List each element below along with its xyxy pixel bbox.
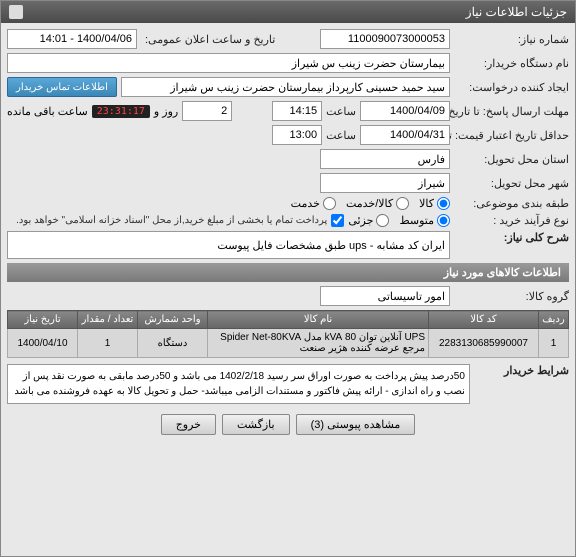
th-date: تاریخ نیاز (8, 311, 78, 329)
titlebar: جزئیات اطلاعات نیاز (1, 1, 575, 23)
time-label-2: ساعت (326, 129, 356, 142)
window-icon (9, 5, 23, 19)
day-and-label: روز و (154, 105, 178, 118)
remaining-label: ساعت باقی مانده (7, 105, 88, 118)
back-button[interactable]: بازگشت (222, 414, 290, 435)
creator-field: سید حمید حسینی کارپرداز بیمارستان حضرت ز… (121, 77, 450, 97)
row-province: استان محل تحویل: فارس (7, 149, 569, 169)
row-desc: شرح کلی نیاز: ایران کد مشابه - ups طبق م… (7, 231, 569, 259)
row-need-number: شماره نیاز: 1100090073000053 تاریخ و ساع… (7, 29, 569, 49)
items-table: ردیف کد کالا نام کالا واحد شمارش تعداد /… (7, 310, 569, 358)
cell-qty: 1 (78, 329, 138, 358)
th-name: نام کالا (208, 311, 429, 329)
main-window: جزئیات اطلاعات نیاز شماره نیاز: 11000900… (0, 0, 576, 557)
need-number-field: 1100090073000053 (320, 29, 450, 49)
creator-label: ایجاد کننده درخواست: (454, 81, 569, 94)
budget-label: طبقه بندی موضوعی: (454, 197, 569, 210)
day-count-field: 2 (182, 101, 232, 121)
province-label: استان محل تحویل: (454, 153, 569, 166)
th-code: کد کالا (429, 311, 539, 329)
conditions-label: شرایط خریدار (474, 364, 569, 377)
group-label: گروه کالا: (454, 290, 569, 303)
radio-service-input[interactable] (323, 197, 336, 210)
city-field: شیراز (320, 173, 450, 193)
radio-goods[interactable]: کالا (419, 197, 450, 210)
radio-medium[interactable]: متوسط (399, 214, 450, 227)
process-radio-group: متوسط جزئی (348, 214, 450, 227)
contact-button[interactable]: اطلاعات تماس خریدار (7, 77, 117, 97)
row-price-validity: حداقل تاریخ اعتبار قیمت: تا تاریخ: 1400/… (7, 125, 569, 145)
deadline-date-field: 1400/04/09 (360, 101, 450, 121)
radio-goods-service-input[interactable] (396, 197, 409, 210)
public-date-field: 1400/04/06 - 14:01 (7, 29, 137, 49)
exit-button[interactable]: خروج (161, 414, 216, 435)
desc-label: شرح کلی نیاز: (454, 231, 569, 244)
buyer-org-field: بیمارستان حضرت زینب س شیراز (7, 53, 450, 73)
radio-small-input[interactable] (376, 214, 389, 227)
buyer-org-label: نام دستگاه خریدار: (454, 57, 569, 70)
radio-service[interactable]: خدمت (291, 197, 336, 210)
price-time-field: 13:00 (272, 125, 322, 145)
budget-radio-group: کالا کالا/خدمت خدمت (291, 197, 450, 210)
price-date-field: 1400/04/31 (360, 125, 450, 145)
row-city: شهر محل تحویل: شیراز (7, 173, 569, 193)
cell-name: UPS آنلاین توان 80 kVA مدل Spider Net-80… (208, 329, 429, 358)
row-creator: ایجاد کننده درخواست: سید حمید حسینی کارپ… (7, 77, 569, 97)
content-area: شماره نیاز: 1100090073000053 تاریخ و ساع… (1, 23, 575, 447)
need-number-label: شماره نیاز: (454, 33, 569, 46)
cell-date: 1400/04/10 (8, 329, 78, 358)
cell-row: 1 (539, 329, 569, 358)
cell-code: 2283130685990007 (429, 329, 539, 358)
window-title: جزئیات اطلاعات نیاز (466, 5, 567, 19)
conditions-text: 50درصد پیش پرداخت به صورت اوراق سر رسید … (7, 364, 470, 404)
row-buyer-org: نام دستگاه خریدار: بیمارستان حضرت زینب س… (7, 53, 569, 73)
radio-medium-input[interactable] (437, 214, 450, 227)
attachments-button[interactable]: مشاهده پیوستی (3) (296, 414, 416, 435)
payment-note: پرداخت تمام یا بخشی از مبلغ خرید,از محل … (7, 215, 327, 226)
th-row: ردیف (539, 311, 569, 329)
city-label: شهر محل تحویل: (454, 177, 569, 190)
th-unit: واحد شمارش (138, 311, 208, 329)
deadline-time-field: 14:15 (272, 101, 322, 121)
price-validity-label: حداقل تاریخ اعتبار قیمت: تا تاریخ: (454, 129, 569, 142)
table-row[interactable]: 1 2283130685990007 UPS آنلاین توان 80 kV… (8, 329, 569, 358)
cell-unit: دستگاه (138, 329, 208, 358)
row-process: نوع فرآیند خرید : متوسط جزئی پرداخت تمام… (7, 214, 569, 227)
deadline-label: مهلت ارسال پاسخ: تا تاریخ: (454, 105, 569, 118)
button-row: مشاهده پیوستی (3) بازگشت خروج (7, 408, 569, 441)
countdown-timer: 23:31:17 (92, 105, 150, 118)
radio-small[interactable]: جزئی (348, 214, 389, 227)
payment-checkbox[interactable] (331, 214, 344, 227)
row-group: گروه کالا: امور تاسیساتی (7, 286, 569, 306)
group-field: امور تاسیساتی (320, 286, 450, 306)
table-header-row: ردیف کد کالا نام کالا واحد شمارش تعداد /… (8, 311, 569, 329)
row-deadline: مهلت ارسال پاسخ: تا تاریخ: 1400/04/09 سا… (7, 101, 569, 121)
items-header: اطلاعات کالاهای مورد نیاز (7, 263, 569, 282)
payment-check[interactable] (331, 214, 344, 227)
radio-goods-service[interactable]: کالا/خدمت (346, 197, 409, 210)
process-label: نوع فرآیند خرید : (454, 214, 569, 227)
time-label-1: ساعت (326, 105, 356, 118)
th-qty: تعداد / مقدار (78, 311, 138, 329)
row-conditions: شرایط خریدار 50درصد پیش پرداخت به صورت ا… (7, 364, 569, 404)
province-field: فارس (320, 149, 450, 169)
row-budget: طبقه بندی موضوعی: کالا کالا/خدمت خدمت (7, 197, 569, 210)
public-date-label: تاریخ و ساعت اعلان عمومی: (141, 33, 275, 46)
desc-field: ایران کد مشابه - ups طبق مشخصات فایل پیو… (7, 231, 450, 259)
radio-goods-input[interactable] (437, 197, 450, 210)
